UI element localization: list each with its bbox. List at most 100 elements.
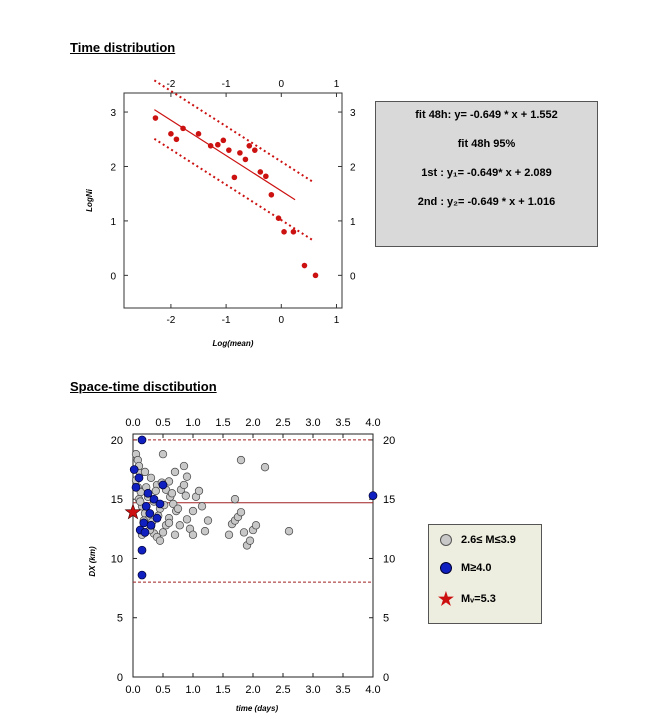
event-small — [239, 528, 249, 537]
event-large — [152, 513, 162, 523]
event-small — [236, 508, 246, 517]
event-small — [158, 528, 168, 537]
fit-line-48h: fit 48h: y= -0.649 * x + 1.552 — [415, 109, 558, 121]
y-axis-label: LogNi — [85, 188, 94, 211]
y-tick-label-right: 0 — [350, 271, 356, 282]
y-tick-label-left: 10 — [111, 553, 123, 565]
data-point — [237, 150, 243, 156]
chart-legend: 2.6≤ M≤3.9 M≥4.0 ★ Mᵥ=5.3 — [428, 524, 542, 624]
y-axis-label: DX (km) — [88, 546, 97, 577]
data-point — [290, 228, 297, 235]
x-tick-label-top: 0.5 — [155, 417, 170, 429]
data-point — [301, 262, 308, 269]
x-tick-label-top: 3.5 — [335, 417, 350, 429]
x-tick-label-bottom: 2.5 — [275, 684, 290, 696]
y-tick-label-right: 0 — [383, 672, 389, 684]
space-time-heading: Space-time disctibution — [70, 379, 217, 394]
x-axis-label: Log(mean) — [213, 339, 254, 348]
x-tick-label-top: 1.0 — [185, 417, 200, 429]
event-small — [170, 467, 180, 477]
x-tick-label-bottom: 1.5 — [215, 684, 230, 696]
event-small — [170, 530, 180, 539]
data-point — [220, 137, 227, 144]
data-point — [152, 115, 159, 121]
event-small — [230, 495, 240, 504]
data-point — [226, 147, 232, 153]
event-large — [149, 494, 159, 504]
legend-label-small: 2.6≤ M≤3.9 — [461, 534, 516, 546]
event-small — [146, 473, 156, 483]
star-icon: ★ — [437, 589, 455, 609]
x-tick-label-bottom: -2 — [166, 315, 175, 326]
y-tick-label-left: 2 — [110, 162, 116, 173]
event-small — [136, 497, 145, 506]
data-point — [207, 142, 214, 149]
event-small — [167, 489, 177, 498]
event-large — [134, 473, 144, 483]
y-tick-label-left: 20 — [111, 435, 123, 447]
event-small — [203, 516, 213, 525]
y-tick-label-right: 20 — [383, 435, 395, 447]
event-small — [236, 455, 246, 465]
data-point — [275, 215, 282, 221]
data-point — [173, 136, 180, 143]
fit-line — [154, 109, 296, 201]
event-large — [146, 520, 156, 530]
data-point — [242, 156, 249, 163]
y-tick-label-right: 15 — [383, 494, 395, 506]
fit-line-2nd: 2nd : y₂= -0.649 * x + 1.016 — [417, 196, 556, 208]
x-tick-label-top: -2 — [166, 79, 175, 90]
x-tick-label-bottom: -1 — [222, 315, 231, 326]
time-distribution-heading: Time distribution — [70, 40, 176, 55]
data-point — [215, 141, 221, 148]
y-tick-label-right: 10 — [383, 553, 395, 565]
y-tick-label-left: 1 — [110, 217, 116, 228]
event-large — [368, 491, 378, 500]
gray-circle-icon — [440, 534, 452, 546]
event-large — [139, 518, 149, 528]
legend-item-mainshock: ★ Mᵥ=5.3 — [437, 589, 496, 609]
data-point — [281, 228, 287, 235]
event-small — [284, 527, 294, 536]
x-tick-label-top: 0.0 — [125, 417, 140, 429]
y-tick-label-right: 5 — [383, 613, 389, 625]
event-small — [188, 506, 198, 516]
event-small — [182, 515, 192, 524]
x-tick-label-top: 3.0 — [305, 417, 320, 429]
x-tick-label-bottom: 2.0 — [245, 684, 260, 696]
x-tick-label-bottom: 0.0 — [125, 684, 140, 696]
x-tick-label-top: 2.0 — [245, 417, 260, 429]
x-tick-label-bottom: 1.0 — [185, 684, 200, 696]
y-tick-label-left: 0 — [110, 271, 116, 282]
legend-item-small-magnitude: 2.6≤ M≤3.9 — [437, 532, 516, 548]
event-large — [129, 465, 139, 474]
event-small — [194, 486, 204, 496]
fit-equation-box: fit 48h: y= -0.649 * x + 1.552 fit 48h 9… — [375, 101, 598, 247]
event-small — [181, 491, 190, 500]
x-tick-label-bottom: 3.0 — [305, 684, 320, 696]
data-point — [195, 131, 202, 137]
event-small — [151, 486, 160, 496]
event-large — [137, 545, 147, 555]
event-large — [155, 499, 165, 509]
y-tick-label-right: 2 — [350, 162, 356, 173]
event-small — [188, 530, 198, 539]
event-small — [260, 463, 270, 472]
y-tick-label-left: 15 — [111, 494, 123, 506]
y-tick-label-right: 3 — [350, 108, 356, 119]
legend-label-large: M≥4.0 — [461, 562, 492, 574]
x-tick-label-bottom: 3.5 — [335, 684, 350, 696]
event-small — [245, 536, 255, 545]
fit-line-1st: 1st : y₁= -0.649* x + 2.089 — [421, 167, 552, 179]
event-large — [141, 501, 151, 511]
data-point — [263, 173, 269, 180]
data-point — [252, 147, 258, 153]
event-small — [179, 480, 189, 490]
x-tick-label-top: 4.0 — [365, 417, 380, 429]
event-small — [200, 527, 210, 536]
data-point — [268, 191, 275, 198]
mainshock-star — [124, 503, 142, 520]
y-tick-label-right: 1 — [350, 217, 356, 228]
x-tick-label-bottom: 0 — [279, 315, 285, 326]
x-tick-label-top: 0 — [279, 79, 285, 90]
